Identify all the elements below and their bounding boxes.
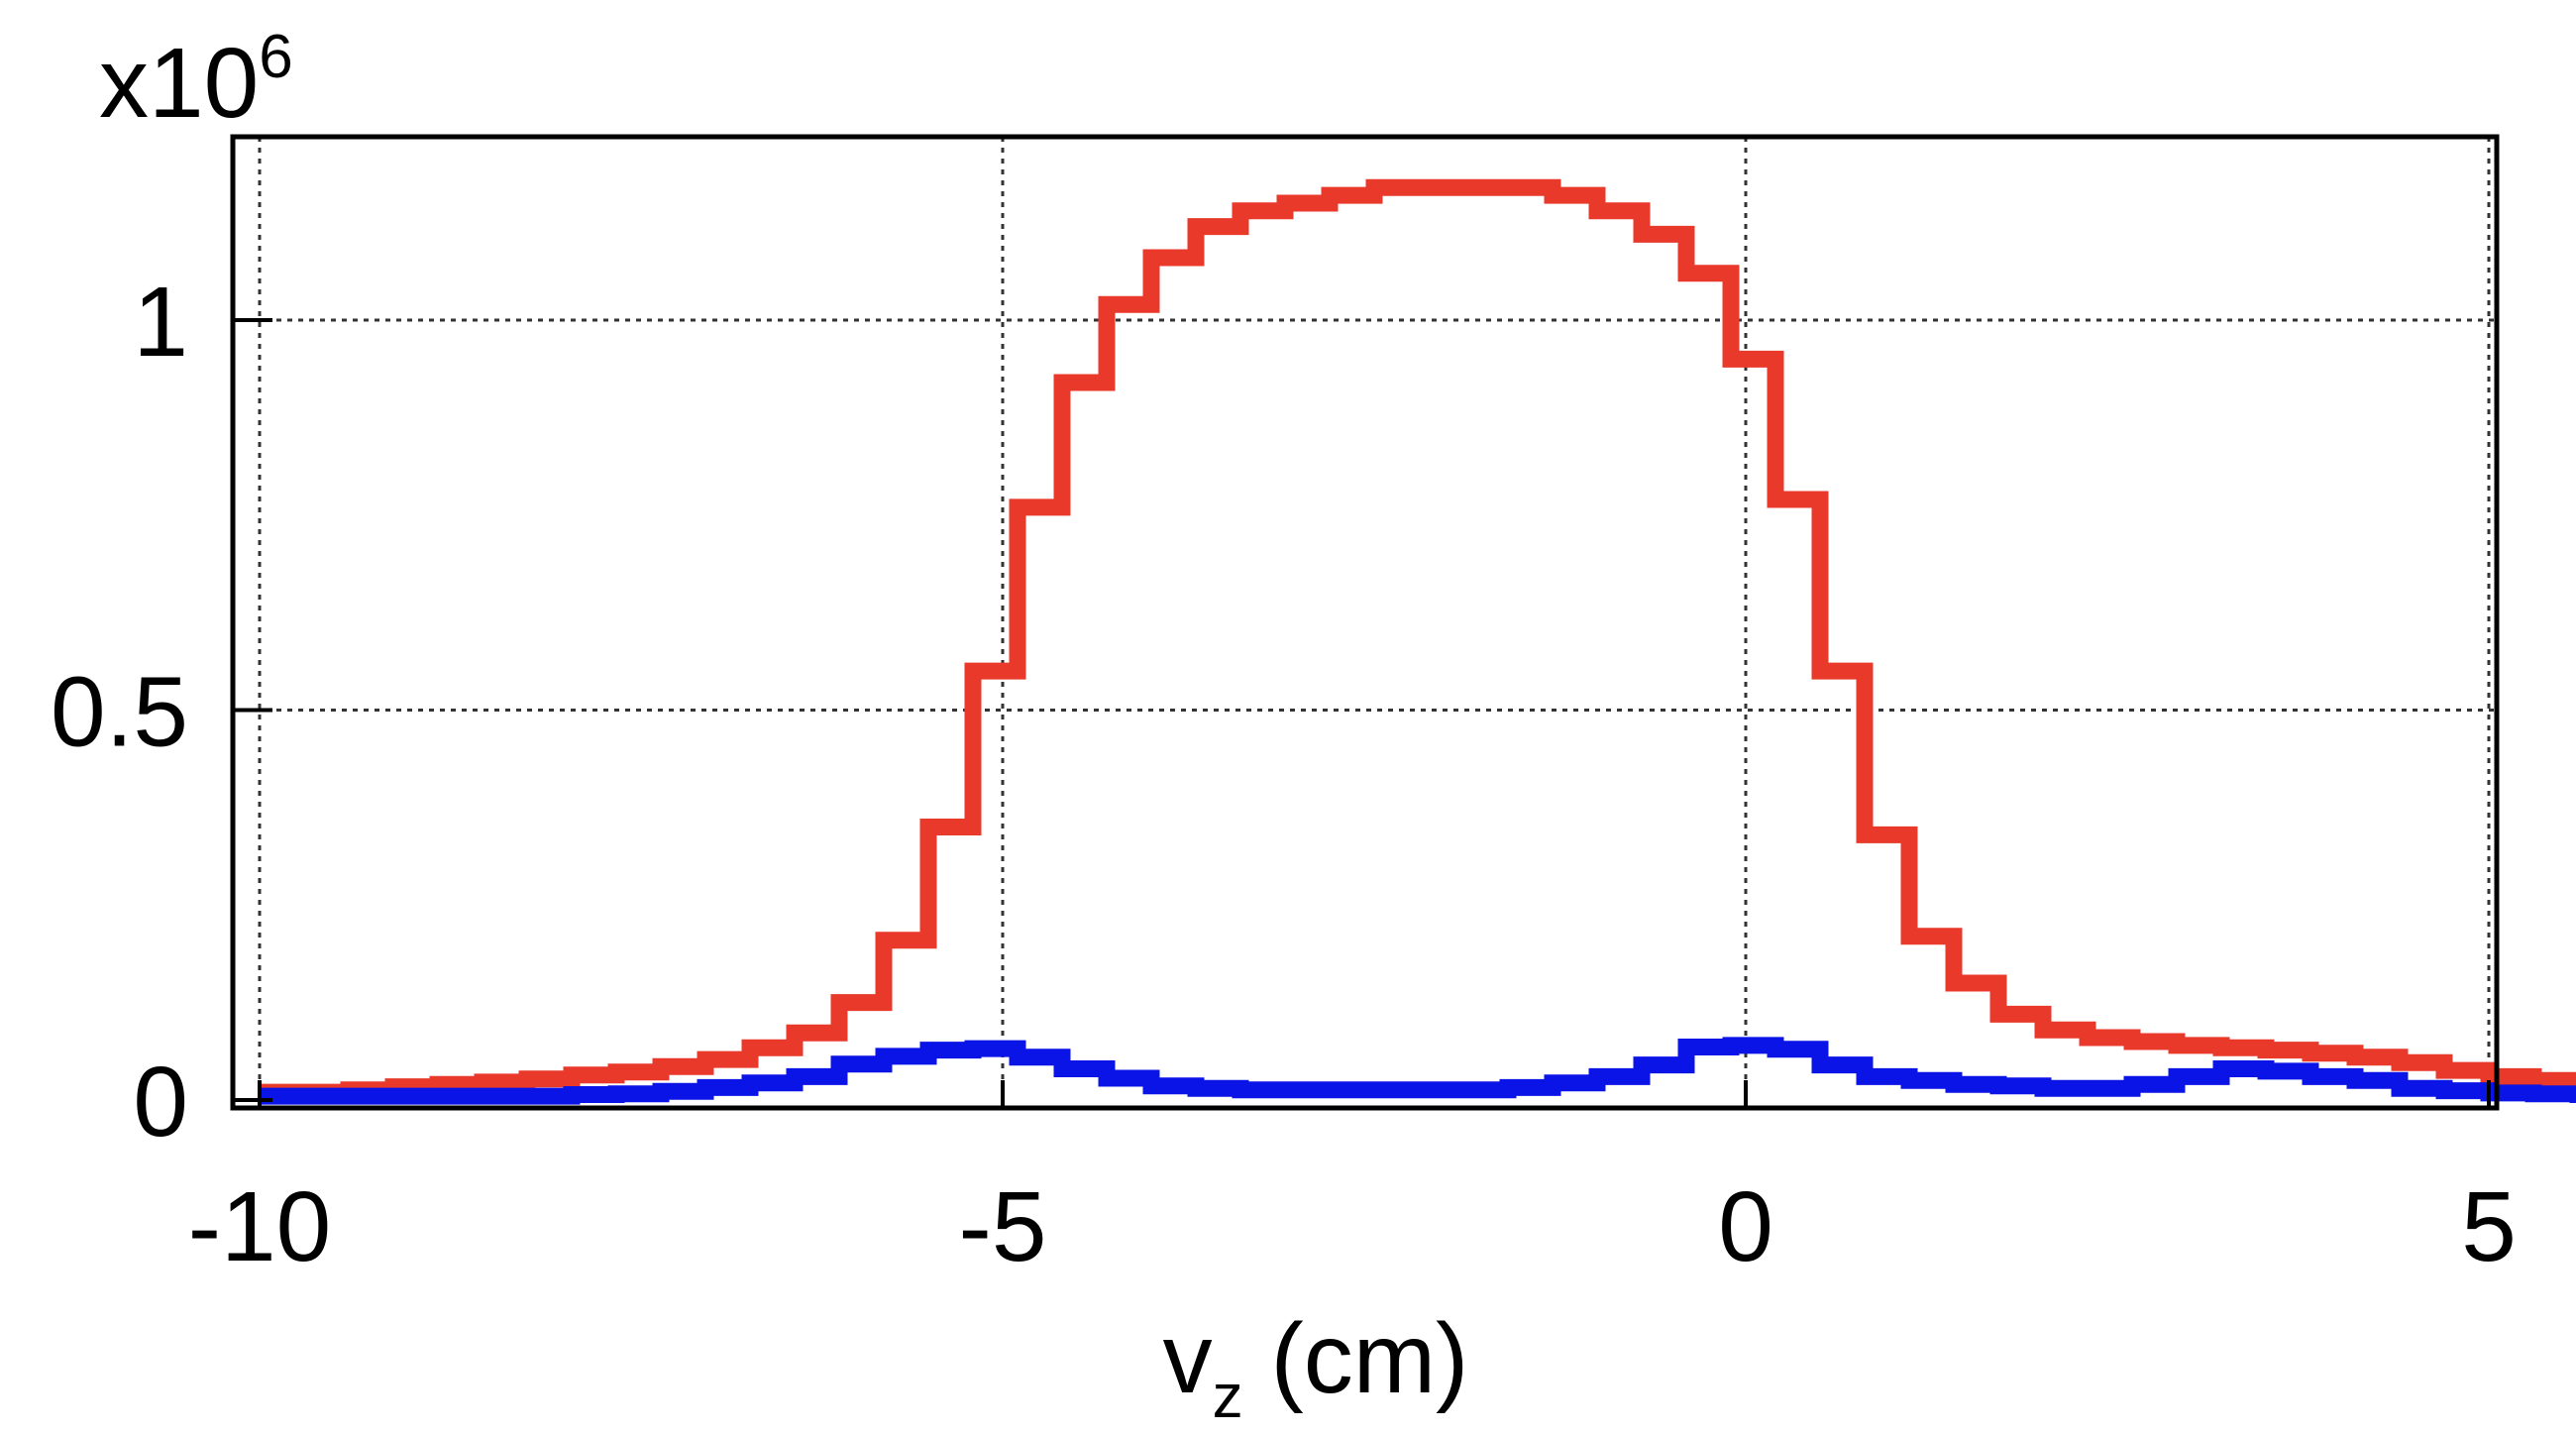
multiplier-base: x10 bbox=[99, 28, 259, 139]
y-tick-label: 0 bbox=[133, 1047, 188, 1158]
series-line-2 bbox=[260, 1037, 2576, 1105]
x-tick-label: -10 bbox=[188, 1171, 332, 1282]
multiplier-exponent: 6 bbox=[259, 23, 292, 91]
series-line-1 bbox=[260, 178, 2576, 1101]
x-axis-label-subscript: z bbox=[1213, 1363, 1243, 1431]
y-axis-multiplier: x106 bbox=[99, 23, 293, 139]
y-tick-label: 1 bbox=[133, 267, 188, 378]
x-axis-label: vz (cm) bbox=[1163, 1303, 1469, 1431]
axis-ticks: -10 -5 0 5 0 0.5 1 bbox=[51, 267, 2517, 1282]
series-layer bbox=[260, 178, 2576, 1105]
grid-lines bbox=[233, 137, 2497, 1108]
x-axis-label-main: v bbox=[1163, 1303, 1213, 1414]
x-tick-label: 5 bbox=[2461, 1171, 2517, 1282]
y-tick-label: 0.5 bbox=[51, 657, 188, 768]
x-axis-label-unit: (cm) bbox=[1243, 1303, 1469, 1414]
x-tick-label: -5 bbox=[959, 1171, 1047, 1282]
x-tick-label: 0 bbox=[1718, 1171, 1773, 1282]
plot-frame bbox=[230, 134, 2500, 1111]
